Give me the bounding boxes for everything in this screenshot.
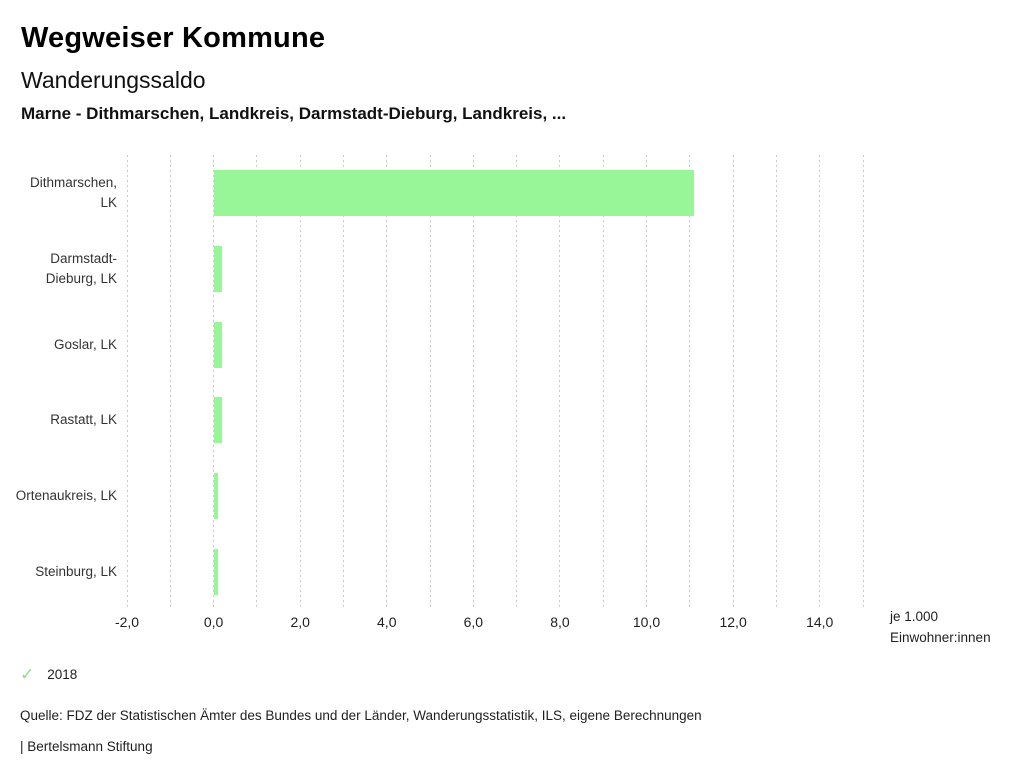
bar (213, 549, 218, 596)
x-tick-label: 2,0 (290, 614, 310, 630)
bar (213, 245, 223, 292)
x-tick-label: 12,0 (719, 614, 747, 630)
x-tick-label: 14,0 (806, 614, 834, 630)
x-tick-label: 0,0 (203, 614, 224, 630)
category-label: Dithmarschen, LK (29, 174, 117, 210)
legend-year-label: 2018 (47, 667, 78, 682)
grid-line (732, 155, 734, 610)
x-axis-unit-line2: Einwohner:innen (890, 630, 991, 645)
grid-line (602, 155, 604, 610)
x-tick-label: 10,0 (632, 614, 661, 630)
bar (213, 169, 695, 216)
grid-line (386, 155, 388, 610)
plot-area (126, 155, 864, 610)
x-axis-unit-label: je 1.000 Einwohner:innen (890, 606, 991, 648)
grid-line (646, 155, 648, 610)
check-icon: ✓ (20, 665, 35, 684)
grid-line (429, 155, 431, 610)
x-tick-label: 6,0 (463, 614, 484, 630)
grid-line (819, 155, 821, 610)
grid-line (689, 155, 691, 610)
category-label: Rastatt, LK (50, 412, 117, 428)
grid-line (299, 155, 301, 610)
x-axis: -2,0 0,0 2,0 4,0 6,0 8,0 10,0 12,0 14,0 (0, 614, 1024, 634)
grid-line (775, 155, 777, 610)
x-axis-unit-line1: je 1.000 (890, 609, 939, 624)
bar (213, 397, 223, 444)
category-label: Steinburg, LK (35, 564, 117, 580)
grid-line (126, 155, 128, 610)
x-tick-label: -2,0 (114, 614, 140, 630)
bar (213, 473, 218, 520)
category-label: Goslar, LK (53, 336, 117, 352)
grid-line (862, 155, 864, 610)
grid-line (472, 155, 474, 610)
category-label: Darmstadt-Dieburg, LK (45, 250, 117, 286)
chart-title: Wanderungssaldo (21, 67, 206, 93)
category-label: Ortenaukreis, LK (15, 488, 117, 504)
grid-line (256, 155, 258, 610)
grid-line (559, 155, 561, 610)
y-axis-category-labels: Dithmarschen, LK Darmstadt-Dieburg, LK Gos… (0, 155, 117, 610)
page-title: Wegweiser Kommune (21, 22, 326, 54)
grid-line (169, 155, 171, 610)
grid-line (213, 155, 215, 610)
grid-line (516, 155, 518, 610)
x-tick-label: 8,0 (550, 614, 570, 630)
bar (213, 321, 223, 368)
legend-item-2018[interactable]: ✓ 2018 (20, 666, 77, 683)
chart-selection-subtitle: Marne - Dithmarschen, Landkreis, Darmsta… (21, 104, 567, 123)
x-tick-label: 4,0 (377, 614, 397, 630)
grid-line (342, 155, 344, 610)
attribution-text: | Bertelsmann Stiftung (20, 739, 153, 754)
source-text: Quelle: FDZ der Statistischen Ämter des … (20, 708, 702, 723)
